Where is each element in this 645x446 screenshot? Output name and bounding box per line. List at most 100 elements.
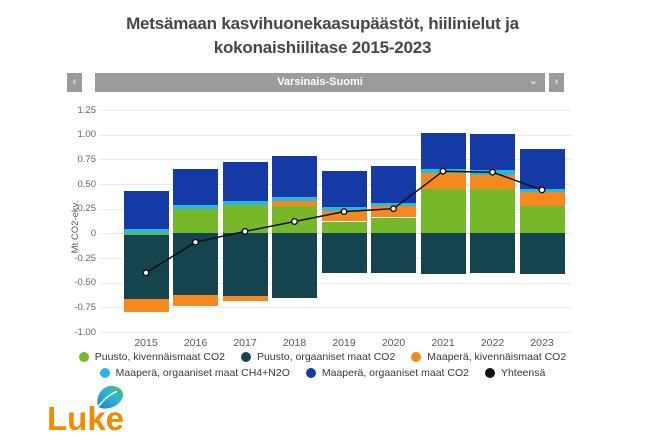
grid-line xyxy=(100,332,571,333)
bar-puusto_org-2015[interactable] xyxy=(123,235,169,299)
bar-maapera_kiv-2018[interactable] xyxy=(272,200,317,206)
bar-puusto_org-2019[interactable] xyxy=(321,233,367,273)
luke-logo: Luke xyxy=(46,384,126,441)
bar-maapera_kiv-2015[interactable] xyxy=(123,298,169,313)
x-axis-label-2018: 2018 xyxy=(282,337,307,349)
bar-puusto_org-2017[interactable] xyxy=(222,233,268,296)
bar-puusto_kiv-2021[interactable] xyxy=(420,188,466,234)
bar-maapera_kiv-2017[interactable] xyxy=(222,296,268,302)
legend-label: Puusto, kivennäismaat CO2 xyxy=(94,351,225,363)
bar-maapera_org_co2-2017[interactable] xyxy=(222,162,268,201)
bar-maapera_org_ch4-2018[interactable] xyxy=(272,196,317,201)
bar-maapera_org_ch4-2015[interactable] xyxy=(123,229,169,234)
y-tick-label: -0.75 xyxy=(74,301,96,313)
legend-swatch-maapera_kiv xyxy=(411,352,422,362)
legend-label: Yhteensä xyxy=(500,367,546,379)
page-title-line1: Metsämaan kasvihuonekaasupäästöt, hiilin… xyxy=(126,14,519,33)
legend: Puusto, kivennäismaat CO2 Puusto, orgaani… xyxy=(0,351,645,383)
bar-puusto_org-2018[interactable] xyxy=(272,233,317,299)
bar-puusto_kiv-2015[interactable] xyxy=(123,233,169,236)
plot-area xyxy=(100,110,571,333)
x-axis-label-2015: 2015 xyxy=(134,337,158,349)
legend-label: Maaperä, orgaaniset maat CH4+N2O xyxy=(115,367,290,379)
legend-label: Puusto, orgaaniset maat CO2 xyxy=(256,351,396,363)
bar-puusto_kiv-2020[interactable] xyxy=(371,217,416,234)
bar-puusto_kiv-2022[interactable] xyxy=(470,188,515,234)
x-axis-label-2016: 2016 xyxy=(183,337,208,349)
total-marker-2016[interactable] xyxy=(191,238,199,246)
legend-label: Maaperä, kivennäismaat CO2 xyxy=(427,351,567,363)
bar-maapera_org_co2-2021[interactable] xyxy=(420,132,466,170)
total-marker-2023[interactable] xyxy=(538,186,546,194)
bar-maapera_org_co2-2018[interactable] xyxy=(272,156,317,197)
luke-logo-graphic: Luke xyxy=(47,385,124,437)
legend-item-maapera_org_co2[interactable]: Maaperä, orgaaniset maat CO2 xyxy=(305,367,469,379)
x-axis-label-2022: 2022 xyxy=(480,337,505,349)
legend-label: Maaperä, orgaaniset maat CO2 xyxy=(321,367,469,379)
y-tick-label: 0.50 xyxy=(77,178,97,190)
bar-puusto_org-2023[interactable] xyxy=(519,233,565,274)
bar-maapera_org_co2-2016[interactable] xyxy=(173,169,218,205)
page-title: Metsämaan kasvihuonekaasupäästöt, hiilin… xyxy=(33,12,613,60)
bar-maapera_org_co2-2019[interactable] xyxy=(321,171,367,207)
bar-maapera_kiv-2016[interactable] xyxy=(173,295,218,307)
grid-line xyxy=(100,282,571,284)
region-dropdown[interactable]: Varsinais-Suomi ⌄ xyxy=(95,73,545,92)
bar-puusto_kiv-2016[interactable] xyxy=(173,208,218,234)
bar-maapera_kiv-2023[interactable] xyxy=(519,191,565,206)
bar-maapera_org_co2-2022[interactable] xyxy=(470,133,515,171)
x-axis-label-2023: 2023 xyxy=(530,337,554,349)
grid-line xyxy=(100,159,571,161)
total-line xyxy=(145,170,543,274)
total-marker-2019[interactable] xyxy=(340,208,348,216)
bar-puusto_org-2021[interactable] xyxy=(420,233,466,274)
chevron-down-icon: ⌄ xyxy=(528,75,538,87)
legend-swatch-puusto_kiv xyxy=(78,352,89,362)
x-axis-label-2021: 2021 xyxy=(431,337,455,349)
page-title-line2: kokonaishiilitase 2015-2023 xyxy=(213,38,432,58)
bar-puusto_kiv-2023[interactable] xyxy=(519,205,565,234)
y-tick-label: -0.50 xyxy=(74,277,96,289)
prev-region-button[interactable]: ‹ xyxy=(67,73,82,92)
total-marker-2022[interactable] xyxy=(489,168,497,176)
x-axis-label-2020: 2020 xyxy=(381,337,406,349)
bar-maapera_org_ch4-2017[interactable] xyxy=(222,200,268,205)
bar-maapera_kiv-2019[interactable] xyxy=(321,210,367,222)
y-tick-label: -0.25 xyxy=(74,252,96,264)
total-marker-2017[interactable] xyxy=(241,227,249,235)
bar-maapera_kiv-2022[interactable] xyxy=(470,175,515,189)
y-tick-label: -1.00 xyxy=(74,326,96,338)
grid-line xyxy=(100,110,571,111)
legend-swatch-maapera_org_co2 xyxy=(305,368,316,378)
legend-item-puusto_org[interactable]: Puusto, orgaaniset maat CO2 xyxy=(240,351,396,363)
total-marker-2020[interactable] xyxy=(390,205,398,213)
legend-swatch-yhteensa xyxy=(484,368,495,378)
y-tick-label: 1.00 xyxy=(77,129,97,141)
legend-item-maapera_kiv[interactable]: Maaperä, kivennäismaat CO2 xyxy=(411,351,566,363)
grid-line xyxy=(100,134,571,136)
legend-item-puusto_kiv[interactable]: Puusto, kivennäismaat CO2 xyxy=(78,351,225,363)
x-axis-label-2017: 2017 xyxy=(233,337,257,349)
bar-maapera_org_co2-2023[interactable] xyxy=(519,148,565,189)
total-marker-2015[interactable] xyxy=(142,269,150,277)
y-tick-label: 0.25 xyxy=(77,203,97,215)
legend-swatch-puusto_org xyxy=(240,352,251,362)
bar-maapera_kiv-2021[interactable] xyxy=(420,173,466,189)
y-tick-label: 1.25 xyxy=(77,104,97,116)
bar-puusto_org-2020[interactable] xyxy=(371,233,416,273)
legend-swatch-maapera_org_ch4 xyxy=(99,368,110,378)
total-marker-2018[interactable] xyxy=(290,217,298,225)
bar-maapera_org_ch4-2020[interactable] xyxy=(371,202,416,206)
total-marker-2021[interactable] xyxy=(439,167,447,175)
next-region-button[interactable]: › xyxy=(549,73,564,92)
bar-maapera_org_ch4-2016[interactable] xyxy=(173,204,218,209)
y-tick-label: 0 xyxy=(90,227,96,239)
legend-item-yhteensa[interactable]: Yhteensä xyxy=(484,367,546,379)
bar-puusto_kiv-2019[interactable] xyxy=(321,221,367,234)
bar-puusto_org-2022[interactable] xyxy=(470,233,515,273)
total-line-overlay xyxy=(142,167,546,277)
region-dropdown-value: Varsinais-Suomi xyxy=(277,76,363,88)
bar-maapera_org_co2-2015[interactable] xyxy=(123,190,169,230)
legend-item-maapera_org_ch4[interactable]: Maaperä, orgaaniset maat CH4+N2O xyxy=(99,367,290,379)
